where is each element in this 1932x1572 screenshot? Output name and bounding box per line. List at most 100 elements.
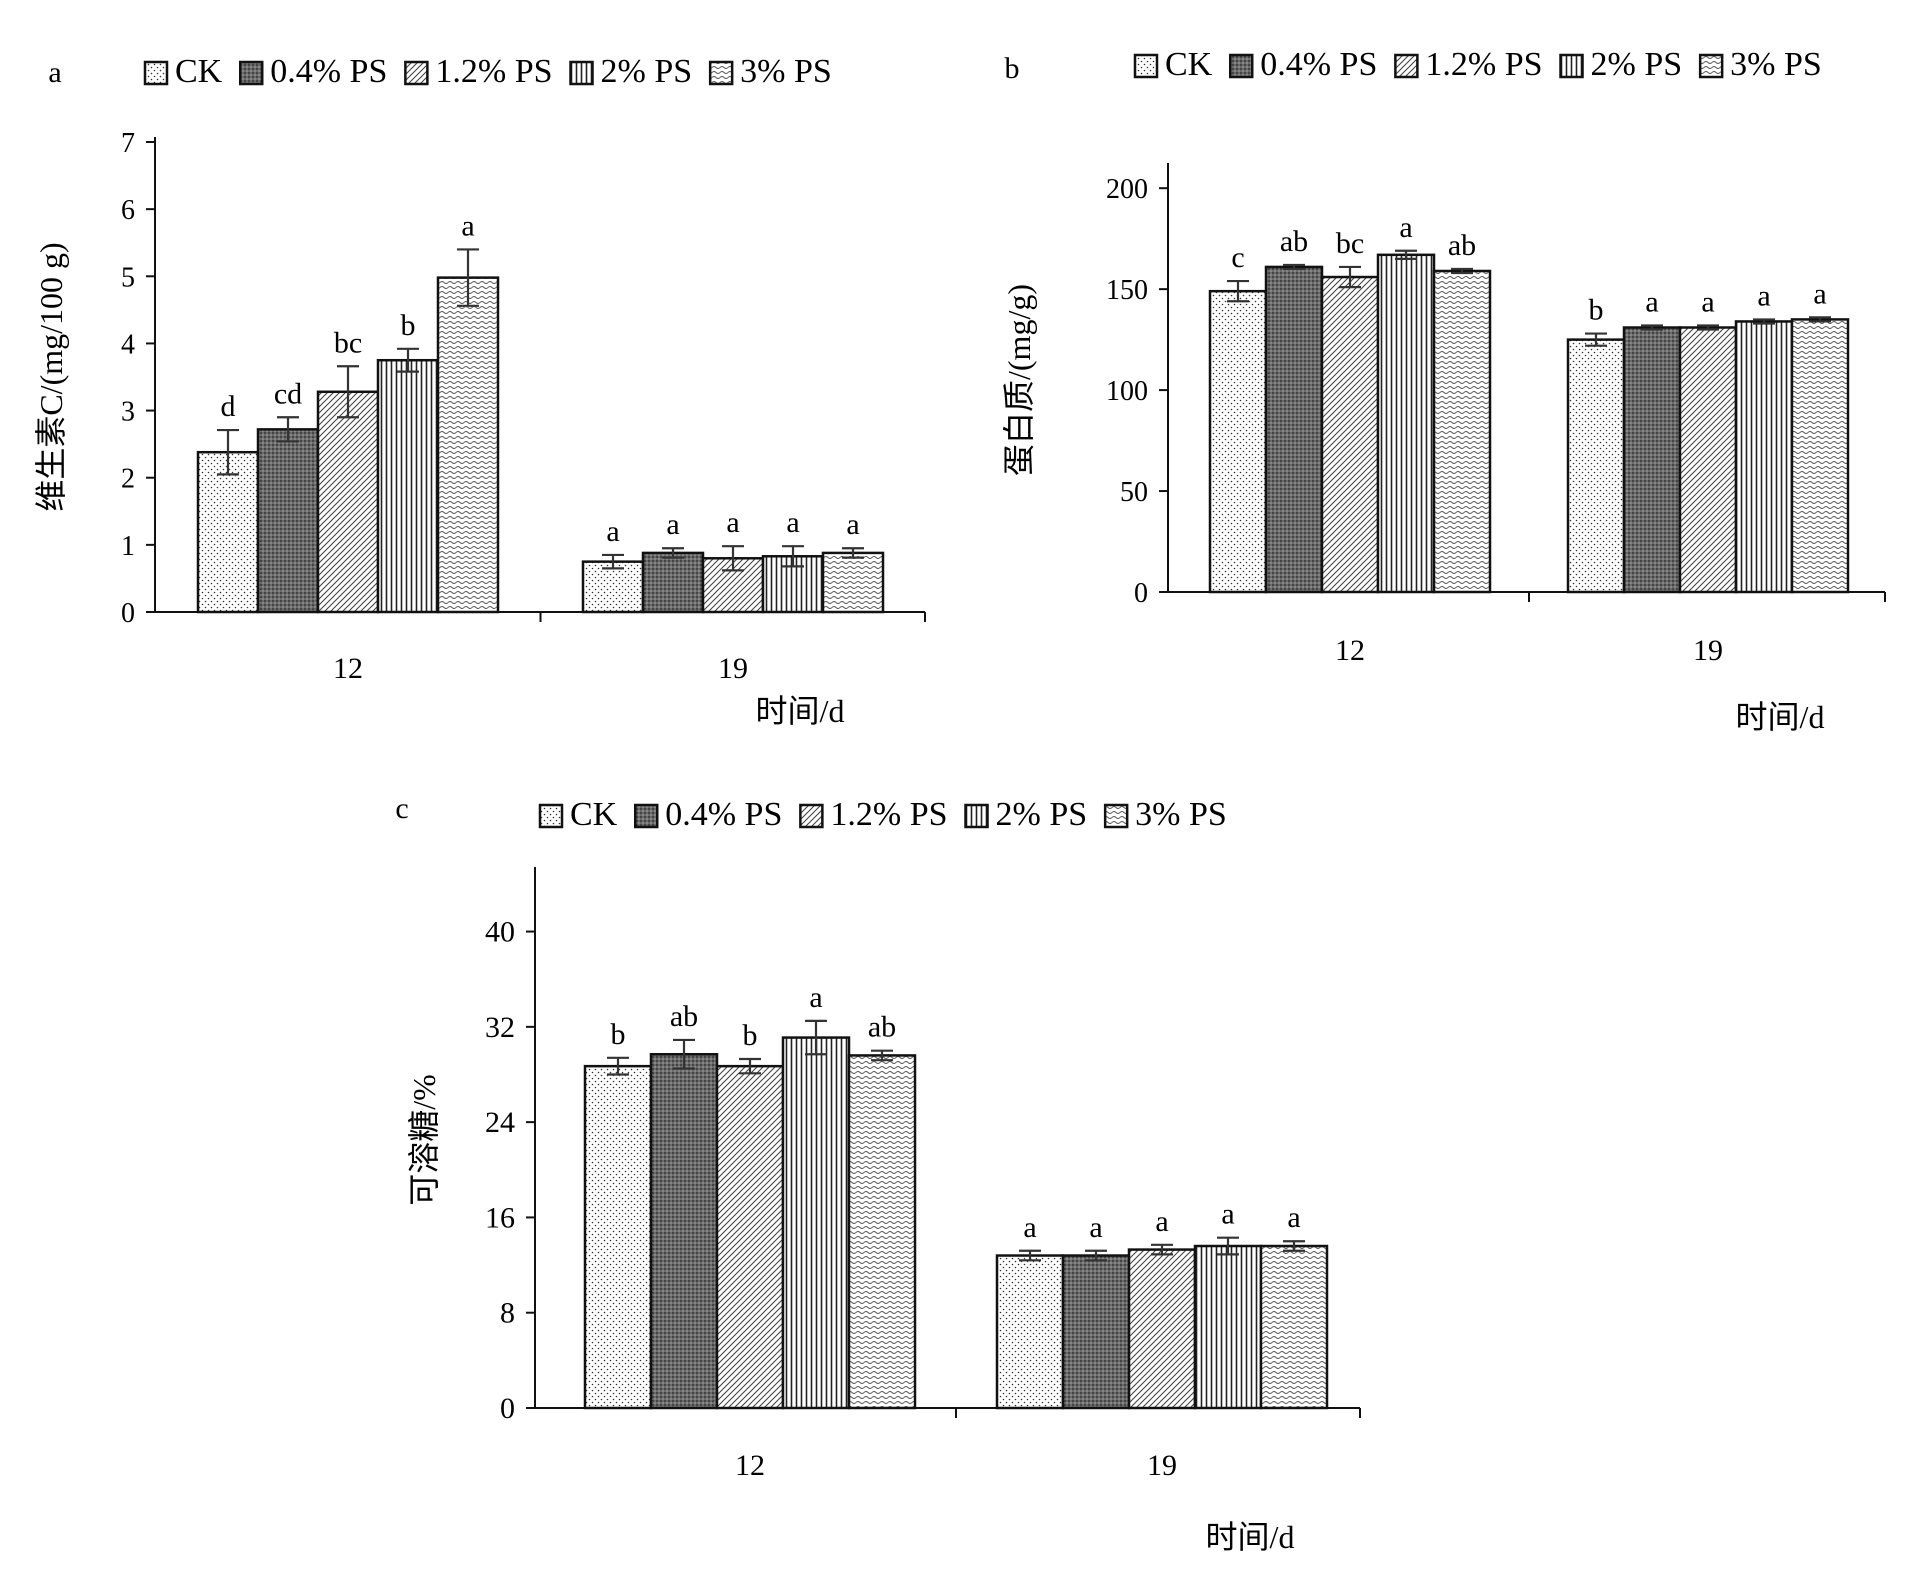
bar (995, 1254, 1065, 1410)
legend-swatch (1394, 53, 1419, 79)
bar (1432, 269, 1492, 594)
legend-swatch (238, 60, 264, 86)
bar (1127, 1248, 1197, 1410)
y-tick-label: 1 (121, 531, 135, 562)
bar (1566, 338, 1626, 594)
y-tick-label: 0 (500, 1392, 515, 1425)
bar (1790, 318, 1850, 594)
x-tick-label: 12 (735, 1449, 765, 1482)
legend-swatch (1103, 803, 1129, 829)
y-tick-label: 3 (121, 397, 135, 428)
bar (641, 551, 705, 614)
legend-label: CK (570, 796, 618, 833)
significance-letter: ab (868, 1011, 896, 1044)
y-tick-label: 150 (1106, 275, 1148, 306)
significance-letter: a (1155, 1205, 1168, 1238)
y-axis-label: 蛋白质/(mg/g) (1001, 284, 1037, 476)
significance-letter: b (743, 1019, 758, 1052)
y-tick-label: 0 (121, 598, 135, 629)
y-axis-label: 维生素C/(mg/100 g) (33, 242, 69, 511)
x-tick-label: 19 (1693, 634, 1723, 667)
bar (1320, 275, 1380, 594)
significance-letter: a (1757, 279, 1770, 312)
y-tick-label: 8 (500, 1297, 515, 1330)
legend-label: 2% PS (996, 796, 1088, 833)
y-tick-label: 4 (121, 329, 135, 360)
bar (1734, 320, 1794, 594)
significance-letter: ab (1280, 225, 1308, 258)
significance-letter: a (606, 515, 619, 548)
x-tick-label: 19 (718, 652, 748, 685)
legend-label: 1.2% PS (435, 53, 552, 90)
panel-label: c (395, 792, 408, 825)
bar (1678, 326, 1738, 594)
significance-letter: ab (1448, 229, 1476, 262)
significance-letter: a (1287, 1201, 1300, 1234)
legend-label: CK (1165, 46, 1213, 83)
significance-letter: d (221, 390, 236, 423)
bar (436, 276, 500, 614)
y-tick-label: 16 (485, 1201, 515, 1234)
significance-letter: ab (670, 1000, 698, 1033)
legend: CK 0.4% PS 1.2% PS 2% PS 3% PS (538, 796, 1227, 833)
x-axis-label: 时间/d (1736, 699, 1825, 735)
legend-swatch (569, 60, 594, 86)
y-tick-label: 40 (485, 916, 515, 949)
legend-label: 2% PS (601, 53, 693, 90)
panel-label: a (48, 56, 61, 89)
y-tick-label: 2 (121, 464, 135, 495)
bar (1208, 289, 1268, 594)
y-tick-label: 32 (485, 1011, 515, 1044)
significance-letter: a (1645, 285, 1658, 318)
legend-swatch (964, 803, 989, 829)
significance-letter: a (1813, 277, 1826, 310)
y-tick-label: 5 (121, 262, 135, 293)
y-tick-label: 50 (1120, 477, 1148, 508)
legend-swatch (1698, 53, 1724, 79)
y-tick-label: 6 (121, 195, 135, 226)
significance-letter: a (666, 508, 679, 541)
significance-letter: bc (334, 326, 362, 359)
legend-swatch (799, 803, 824, 829)
legend-swatch (633, 803, 659, 829)
legend-swatch (1559, 53, 1584, 79)
bar (1622, 326, 1682, 594)
significance-letter: a (1023, 1211, 1036, 1244)
x-axis-label: 时间/d (756, 693, 845, 729)
legend-label: 3% PS (1135, 796, 1227, 833)
bar (583, 1064, 653, 1410)
y-tick-label: 0 (1134, 578, 1148, 609)
y-tick-label: 200 (1106, 174, 1148, 205)
bar (847, 1054, 917, 1410)
legend: CK 0.4% PS 1.2% PS 2% PS 3% PS (143, 53, 832, 90)
significance-letter: a (726, 506, 739, 539)
chart-panel-c: c CK 0.4% PS 1.2% PS 2% PS 3% PS 0 8 16 24 32 40 可溶糖… (395, 792, 1361, 1555)
x-tick-label: 12 (1335, 634, 1365, 667)
chart-panel-b: b CK 0.4% PS 1.2% PS 2% PS 3% PS 0 50 100 150 200 蛋… (1001, 46, 1886, 735)
legend-label: 3% PS (740, 53, 832, 90)
legend-label: 1.2% PS (830, 796, 947, 833)
bar (781, 1036, 851, 1410)
significance-letter: b (1589, 294, 1604, 327)
significance-letter: a (1701, 285, 1714, 318)
bar (1376, 253, 1436, 594)
bar (1264, 265, 1324, 594)
significance-letter: b (611, 1018, 626, 1051)
significance-letter: a (461, 209, 474, 242)
bar (256, 428, 320, 614)
bar (316, 390, 380, 614)
bar (715, 1064, 785, 1410)
legend-label: 0.4% PS (270, 53, 387, 90)
significance-letter: a (1221, 1198, 1234, 1231)
bar (196, 450, 260, 614)
significance-letter: cd (274, 377, 302, 410)
legend-swatch (1133, 53, 1159, 79)
legend-swatch (1228, 53, 1254, 79)
y-tick-label: 100 (1106, 376, 1148, 407)
legend-swatch (404, 60, 429, 86)
x-tick-label: 12 (333, 652, 363, 685)
legend-swatch (538, 803, 564, 829)
chart-panel-a: a CK 0.4% PS 1.2% PS 2% PS 3% PS01234567维生素C/… (33, 53, 926, 729)
significance-letter: a (846, 508, 859, 541)
